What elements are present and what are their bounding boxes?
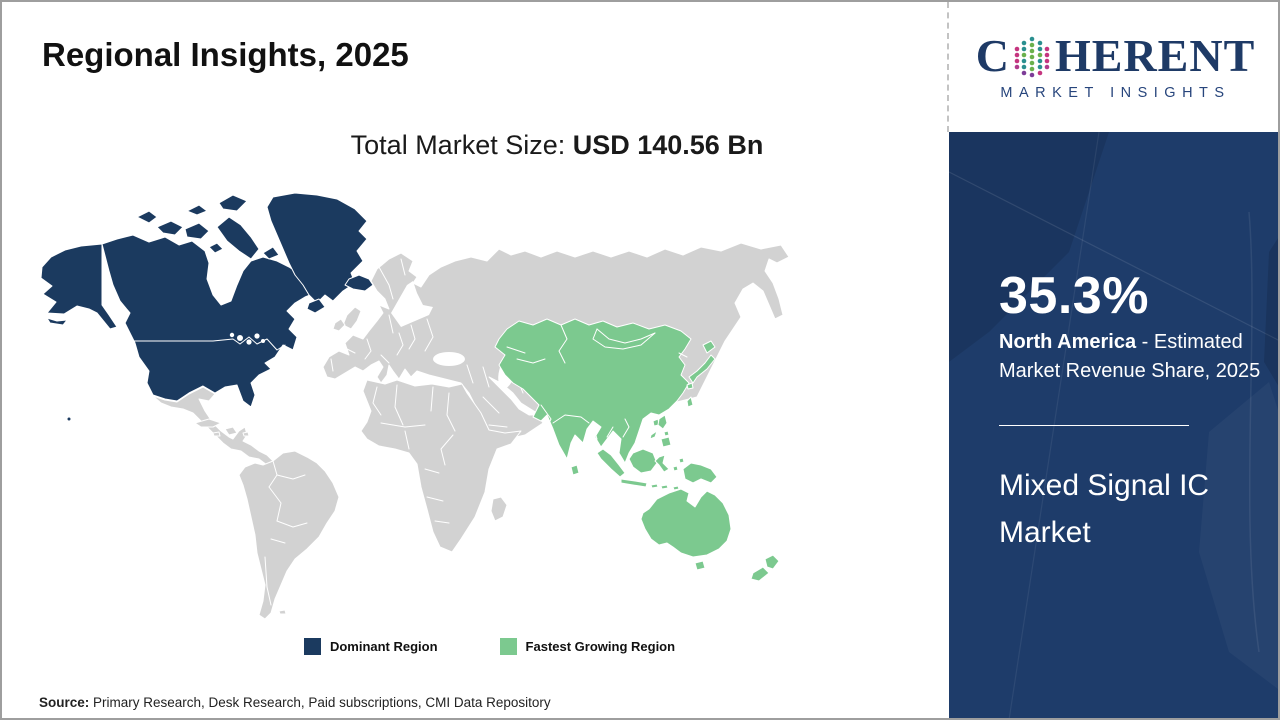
revenue-share-value: 35.3% <box>999 267 1149 325</box>
dotted-globe-icon <box>1014 36 1050 78</box>
sidebar-divider <box>999 425 1189 426</box>
world-map-svg <box>40 192 790 620</box>
source-text: Primary Research, Desk Research, Paid su… <box>89 695 551 710</box>
world-map <box>37 187 817 622</box>
brand-wordmark: C HERENT <box>976 33 1256 79</box>
legend-item-growing: Fastest Growing Region <box>499 638 676 655</box>
revenue-share-region: North America <box>999 331 1137 353</box>
fastest-growing-region-label: Fastest Growing Region <box>525 639 676 654</box>
legend-item-dominant: Dominant Region <box>303 638 438 655</box>
brand-letters-rest: HERENT <box>1054 30 1256 81</box>
total-market-size-value: USD 140.56 Bn <box>572 130 764 160</box>
page-title: Regional Insights, 2025 <box>42 36 409 73</box>
brand-logo: C HERENT MARKET INSIGHTS <box>949 2 1278 132</box>
fastest-growing-region-swatch <box>499 638 517 655</box>
source-line: Source: Primary Research, Desk Research,… <box>39 695 551 710</box>
total-market-size-label: Total Market Size: <box>350 130 573 160</box>
sidebar-watermark <box>949 132 1278 718</box>
market-name: Mixed Signal IC Market <box>999 469 1210 550</box>
region-asia-pacific <box>494 318 780 582</box>
revenue-share-description: North America - Estimated Market Revenue… <box>999 328 1261 386</box>
revenue-share-caption: - Estimated Market Revenue Share, 2025 <box>999 331 1261 382</box>
header-divider <box>947 2 949 132</box>
dominant-region-swatch <box>303 638 321 655</box>
region-north-america <box>40 192 374 421</box>
total-market-size: Total Market Size: USD 140.56 Bn <box>167 130 947 161</box>
brand-subtitle: MARKET INSIGHTS <box>1000 85 1231 101</box>
brand-letter-c: C <box>975 30 1010 81</box>
dominant-region-label: Dominant Region <box>329 639 438 654</box>
stats-sidebar: 35.3% North America - Estimated Market R… <box>949 132 1278 718</box>
source-label: Source: <box>39 695 90 710</box>
map-legend: Dominant Region Fastest Growing Region <box>2 638 947 655</box>
